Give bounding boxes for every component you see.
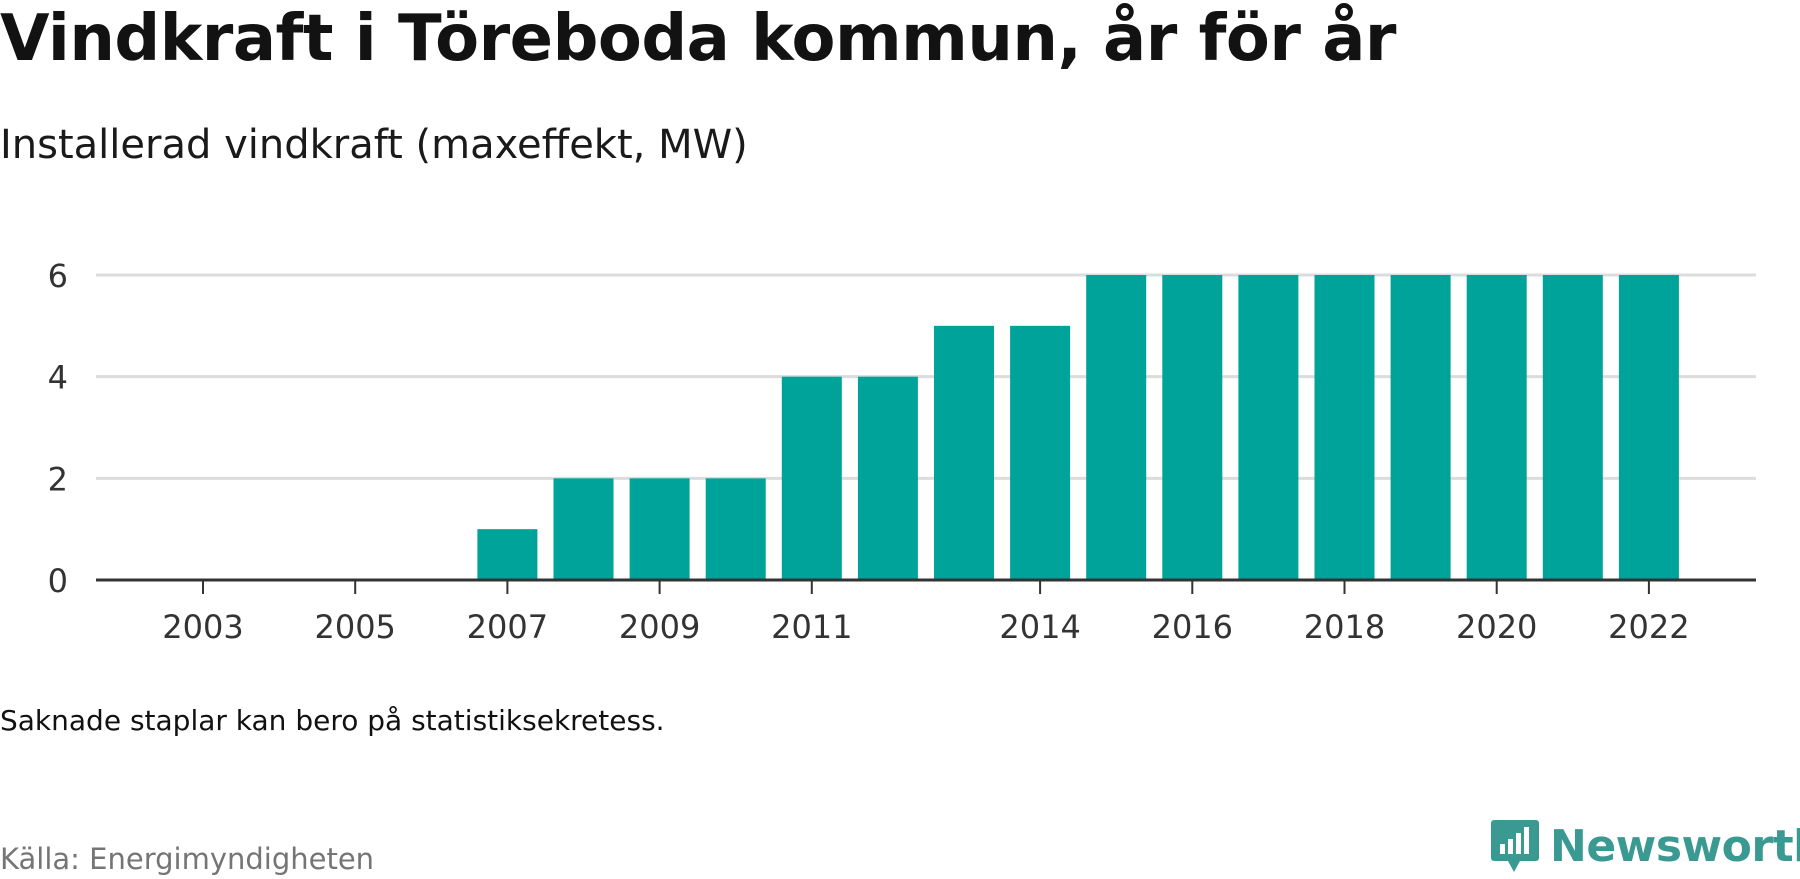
bar-2016 xyxy=(1162,275,1223,580)
x-tick-label: 2009 xyxy=(619,608,700,646)
bar-2012 xyxy=(857,376,918,580)
bar-2015 xyxy=(1086,275,1147,580)
bar-2020 xyxy=(1466,275,1527,580)
y-tick-label: 0 xyxy=(48,562,68,600)
bars xyxy=(477,275,1679,580)
newsworthy-logo: Newsworthy xyxy=(1490,818,1800,874)
logo-text: Newsworthy xyxy=(1550,820,1800,872)
chart-subtitle: Installerad vindkraft (maxeffekt, MW) xyxy=(0,122,748,168)
bar-2011 xyxy=(781,376,842,580)
chart-title: Vindkraft i Töreboda kommun, år för år xyxy=(0,2,1396,76)
x-tick-label: 2014 xyxy=(999,608,1080,646)
bar-2010 xyxy=(705,478,766,580)
bar-2018 xyxy=(1314,275,1375,580)
x-tick-label: 2022 xyxy=(1608,608,1689,646)
x-tick-label: 2007 xyxy=(467,608,548,646)
x-tick-label: 2011 xyxy=(771,608,852,646)
tick-labels: 0 2 4 6 2003 2005 2007 2009 2011 2014 2016 2018 2020… xyxy=(48,257,1690,646)
x-tick-label: 2020 xyxy=(1456,608,1537,646)
source-text: Källa: Energimyndigheten xyxy=(0,842,375,876)
bar-2021 xyxy=(1542,275,1603,580)
bar-2013 xyxy=(934,325,994,580)
bar-2009 xyxy=(629,478,690,580)
bar-2017 xyxy=(1238,275,1299,580)
x-tick-label: 2018 xyxy=(1304,608,1385,646)
footnote: Saknade staplar kan bero på statistiksek… xyxy=(0,704,665,737)
y-tick-label: 2 xyxy=(48,460,68,498)
bar-2007 xyxy=(477,529,538,580)
newsworthy-logo-icon xyxy=(1491,820,1539,872)
axes xyxy=(96,578,1756,594)
x-tick-label: 2016 xyxy=(1152,608,1233,646)
bar-2022 xyxy=(1618,275,1679,580)
x-tick-label: 2003 xyxy=(162,608,243,646)
bar-2014 xyxy=(1010,325,1071,580)
bar-2019 xyxy=(1390,275,1451,580)
bar-2008 xyxy=(553,478,614,580)
x-tick-label: 2005 xyxy=(314,608,395,646)
y-tick-label: 4 xyxy=(48,359,68,397)
y-tick-label: 6 xyxy=(48,257,68,295)
